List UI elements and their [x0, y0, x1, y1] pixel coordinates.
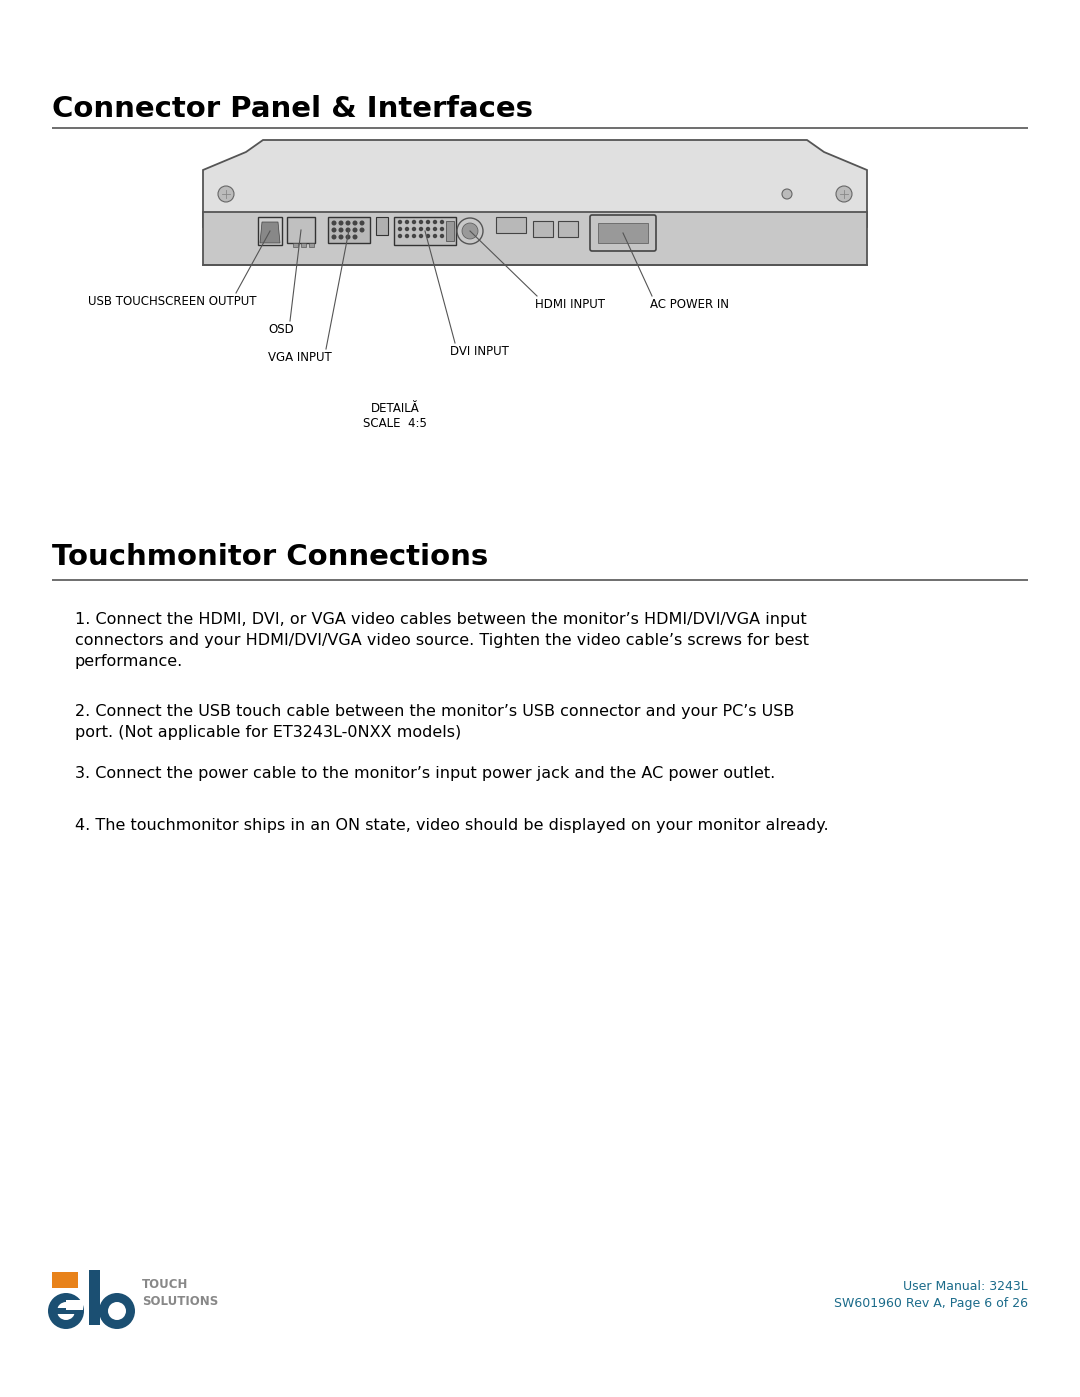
- Bar: [301, 243, 306, 247]
- Circle shape: [347, 235, 350, 239]
- Circle shape: [836, 186, 852, 203]
- Bar: [50, 1308, 82, 1315]
- Text: DETAILĂ
SCALE  4:5: DETAILĂ SCALE 4:5: [363, 402, 427, 430]
- Circle shape: [353, 235, 356, 239]
- Circle shape: [218, 186, 234, 203]
- Circle shape: [427, 221, 430, 224]
- Text: Touchmonitor Connections: Touchmonitor Connections: [52, 543, 488, 571]
- Circle shape: [108, 1302, 126, 1320]
- Circle shape: [427, 228, 430, 231]
- Circle shape: [457, 218, 483, 244]
- Circle shape: [782, 189, 792, 198]
- Text: OSD: OSD: [268, 323, 294, 337]
- Bar: [66, 1301, 83, 1310]
- Circle shape: [399, 235, 402, 237]
- Circle shape: [419, 228, 422, 231]
- Circle shape: [413, 235, 416, 237]
- Circle shape: [419, 221, 422, 224]
- Bar: [52, 1273, 78, 1288]
- Text: User Manual: 3243L: User Manual: 3243L: [903, 1280, 1028, 1294]
- Circle shape: [347, 228, 350, 232]
- Circle shape: [339, 221, 342, 225]
- Text: 4. The touchmonitor ships in an ON state, video should be displayed on your moni: 4. The touchmonitor ships in an ON state…: [75, 819, 828, 833]
- Circle shape: [48, 1294, 84, 1329]
- Circle shape: [399, 221, 402, 224]
- Circle shape: [405, 228, 408, 231]
- Text: Connector Panel & Interfaces: Connector Panel & Interfaces: [52, 95, 534, 123]
- Circle shape: [427, 235, 430, 237]
- Circle shape: [433, 235, 436, 237]
- Text: AC POWER IN: AC POWER IN: [650, 298, 729, 312]
- Circle shape: [441, 221, 444, 224]
- Bar: [496, 217, 526, 233]
- Bar: [394, 217, 456, 244]
- Text: VGA INPUT: VGA INPUT: [268, 351, 332, 365]
- Text: 3. Connect the power cable to the monitor’s input power jack and the AC power ou: 3. Connect the power cable to the monito…: [75, 766, 775, 781]
- Bar: [598, 224, 648, 243]
- Text: 2. Connect the USB touch cable between the monitor’s USB connector and your PC’s: 2. Connect the USB touch cable between t…: [75, 704, 795, 740]
- Circle shape: [441, 235, 444, 237]
- FancyBboxPatch shape: [590, 215, 656, 251]
- Circle shape: [353, 221, 356, 225]
- Text: 1. Connect the HDMI, DVI, or VGA video cables between the monitor’s HDMI/DVI/VGA: 1. Connect the HDMI, DVI, or VGA video c…: [75, 612, 809, 669]
- Text: SW601960 Rev A, Page 6 of 26: SW601960 Rev A, Page 6 of 26: [834, 1296, 1028, 1310]
- Circle shape: [333, 228, 336, 232]
- Circle shape: [399, 228, 402, 231]
- Circle shape: [441, 228, 444, 231]
- Circle shape: [361, 221, 364, 225]
- Text: SOLUTIONS: SOLUTIONS: [141, 1295, 218, 1308]
- Circle shape: [419, 235, 422, 237]
- Text: DVI INPUT: DVI INPUT: [450, 345, 509, 358]
- Text: HDMI INPUT: HDMI INPUT: [535, 298, 605, 312]
- Bar: [258, 217, 282, 244]
- Circle shape: [333, 235, 336, 239]
- Bar: [309, 243, 314, 247]
- Bar: [203, 212, 867, 265]
- Bar: [446, 221, 454, 242]
- Polygon shape: [203, 140, 867, 226]
- Circle shape: [433, 228, 436, 231]
- Circle shape: [413, 221, 416, 224]
- Circle shape: [353, 228, 356, 232]
- Bar: [89, 1270, 100, 1324]
- Bar: [328, 217, 370, 243]
- Circle shape: [361, 228, 364, 232]
- Bar: [287, 217, 315, 243]
- Circle shape: [339, 235, 342, 239]
- Circle shape: [462, 224, 478, 239]
- Bar: [558, 221, 578, 237]
- Circle shape: [99, 1294, 135, 1329]
- Bar: [534, 221, 553, 237]
- Circle shape: [333, 221, 336, 225]
- Circle shape: [405, 235, 408, 237]
- Circle shape: [433, 221, 436, 224]
- Circle shape: [405, 221, 408, 224]
- Bar: [376, 217, 388, 235]
- Circle shape: [347, 221, 350, 225]
- Text: USB TOUCHSCREEN OUTPUT: USB TOUCHSCREEN OUTPUT: [87, 295, 257, 307]
- Text: TOUCH: TOUCH: [141, 1278, 188, 1291]
- Bar: [293, 243, 298, 247]
- Circle shape: [57, 1302, 75, 1320]
- Polygon shape: [260, 222, 280, 243]
- Circle shape: [413, 228, 416, 231]
- Circle shape: [339, 228, 342, 232]
